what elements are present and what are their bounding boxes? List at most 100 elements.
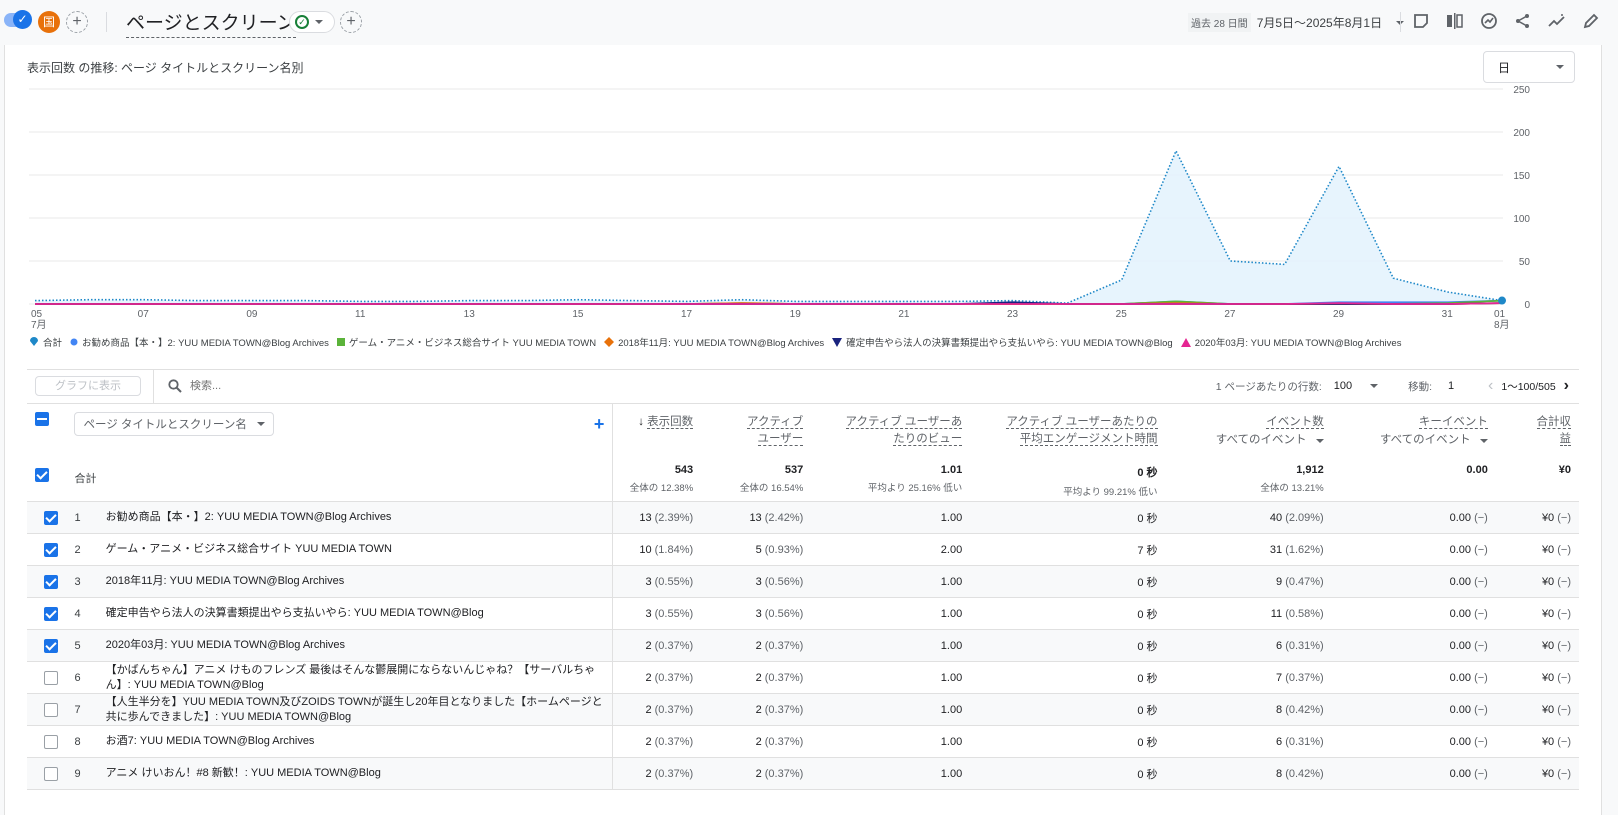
- percent: (−): [1557, 703, 1571, 716]
- table-row[interactable]: 4 確定申告やら法人の決算書類提出やら支払いやら: YUU MEDIA TOWN…: [27, 597, 1579, 630]
- row-checkbox[interactable]: [44, 638, 59, 653]
- search-input[interactable]: [190, 380, 390, 392]
- value: 8: [1276, 767, 1283, 780]
- column-label: 表示回数: [647, 416, 694, 429]
- legend-label: ゲーム・アニメ・ビジネス総合サイト YUU MEDIA TOWN: [348, 338, 597, 349]
- table-row[interactable]: 9 アニメ けいおん！#8 新歓！: YUU MEDIA TOWN@Blog 2…: [27, 757, 1579, 790]
- value: 3: [755, 607, 762, 620]
- legend-item: 2020年03月: YUU MEDIA TOWN@Blog Archives: [1180, 335, 1401, 349]
- column-header-engagement-time[interactable]: アクティブ ユーザーあたりの 平均エンゲージメント時間: [970, 404, 1165, 456]
- value: 0.00: [1449, 671, 1472, 684]
- row-checkbox[interactable]: [44, 574, 59, 589]
- share-icon[interactable]: [1512, 10, 1534, 32]
- date-range-picker[interactable]: 過去 28 日間 7月5日～2025年8月1日: [1188, 13, 1405, 32]
- add-filter-button[interactable]: +: [340, 11, 362, 33]
- total-views-per-user: 1.01: [940, 463, 963, 476]
- total-active-users-share: 全体の 16.54%: [739, 482, 804, 494]
- row-index: 6: [74, 671, 81, 684]
- x-tick-label: 07: [138, 309, 150, 320]
- table-row[interactable]: 6 【かばんちゃん】アニメ けものフレンズ 最後はそんな鬱展開にならないんじゃね…: [27, 661, 1579, 694]
- column-header-total-revenue[interactable]: 合計収 益: [1496, 404, 1579, 456]
- event-count-cell: 9 (0.47%): [1166, 566, 1332, 598]
- row-checkbox[interactable]: [44, 606, 59, 621]
- line-chart[interactable]: 0 50 100 150 200 250 05 07 09 11 13 15 17 19 21 23 25 27…: [5, 85, 1603, 335]
- event-filter-select[interactable]: すべてのイベント: [1215, 434, 1307, 446]
- plot-rows-button[interactable]: グラフに表示: [35, 376, 141, 396]
- granularity-select[interactable]: 日: [1483, 51, 1575, 83]
- data-table: ページ タイトルとスクリーン名 + ↓ 表示回数 アクティブ ユーザー アクティ…: [27, 403, 1579, 790]
- dimension-select[interactable]: ページ タイトルとスクリーン名: [74, 412, 274, 436]
- table-row[interactable]: 5 2020年03月: YUU MEDIA TOWN@Blog Archives…: [27, 629, 1579, 662]
- page-title-cell[interactable]: お酒7: YUU MEDIA TOWN@Blog Archives: [105, 735, 315, 747]
- report-status-dropdown[interactable]: ✓: [289, 11, 335, 33]
- table-row[interactable]: 2 ゲーム・アニメ・ビジネス総合サイト YUU MEDIA TOWN 10 (1…: [27, 533, 1579, 566]
- table-row[interactable]: 8 お酒7: YUU MEDIA TOWN@Blog Archives 2 (0…: [27, 725, 1579, 758]
- percent: (0.37%): [764, 703, 804, 716]
- legend-item: ゲーム・アニメ・ビジネス総合サイト YUU MEDIA TOWN: [336, 335, 597, 349]
- segment-badge[interactable]: 国: [38, 11, 60, 33]
- plot-area: [34, 148, 1506, 305]
- event-count-cell: 31 (1.62%): [1166, 534, 1332, 566]
- column-header-key-events[interactable]: キーイベント すべてのイベント: [1332, 404, 1496, 456]
- rows-per-page-select[interactable]: 100: [1334, 380, 1379, 392]
- row-checkbox[interactable]: [44, 510, 59, 525]
- key-events-cell: 0.00 (−): [1332, 726, 1496, 758]
- column-header-active-users[interactable]: アクティブ ユーザー: [701, 404, 811, 456]
- add-dimension-button[interactable]: +: [593, 413, 605, 434]
- percent: (0.37%): [764, 735, 804, 748]
- page-title-cell[interactable]: 2018年11月: YUU MEDIA TOWN@Blog Archives: [105, 575, 345, 587]
- x-tick-label: 05: [31, 309, 43, 320]
- prev-page-icon[interactable]: ‹: [1488, 377, 1494, 394]
- row-checkbox[interactable]: [44, 734, 59, 749]
- percent: (0.56%): [764, 607, 804, 620]
- page-title-cell[interactable]: アニメ けいおん！#8 新歓！: YUU MEDIA TOWN@Blog: [105, 767, 381, 779]
- page-title-cell[interactable]: 確定申告やら法人の決算書類提出やら支払いやら: YUU MEDIA TOWN@B…: [105, 607, 484, 619]
- value: ¥0: [1541, 639, 1555, 652]
- column-header-event-count[interactable]: イベント数 すべてのイベント: [1166, 404, 1332, 456]
- table-row[interactable]: 3 2018年11月: YUU MEDIA TOWN@Blog Archives…: [27, 565, 1579, 598]
- value: 0.00: [1449, 543, 1472, 556]
- report-title[interactable]: ページとスクリーン: [126, 8, 296, 38]
- report-toolbar: [1410, 10, 1602, 32]
- value: 0.00: [1449, 767, 1472, 780]
- value: 40: [1269, 511, 1283, 524]
- search-box[interactable]: [153, 369, 390, 403]
- table-row[interactable]: 7 【人生半分を】YUU MEDIA TOWN及びZOIDS TOWNが誕生し2…: [27, 693, 1579, 726]
- table-row[interactable]: 1 お勧め商品【本・】2: YUU MEDIA TOWN@Blog Archiv…: [27, 501, 1579, 534]
- add-comparison-button[interactable]: +: [66, 11, 88, 33]
- page-title-cell[interactable]: 【かばんちゃん】アニメ けものフレンズ 最後はそんな鬱展開にならないんじゃね？【…: [105, 663, 596, 691]
- select-all-checkbox[interactable]: [35, 412, 49, 426]
- row-checkbox[interactable]: [44, 670, 59, 685]
- trend-sparkle-icon[interactable]: [1546, 10, 1568, 32]
- column-header-views-per-user[interactable]: アクティブ ユーザーあ たりのビュー: [811, 404, 970, 456]
- row-checkbox[interactable]: [44, 766, 59, 781]
- page-title-cell[interactable]: ゲーム・アニメ・ビジネス総合サイト YUU MEDIA TOWN: [105, 543, 392, 555]
- row-checkbox[interactable]: [44, 702, 59, 717]
- insights-icon[interactable]: [1478, 10, 1500, 32]
- date-range-text: 7月5日～2025年8月1日: [1256, 16, 1383, 30]
- row-index: 2: [74, 543, 81, 556]
- x-tick-label: 21: [898, 309, 910, 320]
- x-tick-label: 17: [681, 309, 693, 320]
- edit-icon[interactable]: [1580, 10, 1602, 32]
- percent: (−): [1557, 639, 1571, 652]
- comparison-toggle[interactable]: ✓: [4, 10, 32, 29]
- column-header-views[interactable]: ↓ 表示回数: [612, 403, 702, 456]
- percent: (−): [1557, 735, 1571, 748]
- row-index: 9: [74, 767, 81, 780]
- totals-checkbox[interactable]: [35, 467, 49, 482]
- value: 2: [645, 671, 652, 684]
- compare-icon[interactable]: [1444, 10, 1466, 32]
- row-index: 5: [74, 639, 81, 652]
- page-title-cell[interactable]: お勧め商品【本・】2: YUU MEDIA TOWN@Blog Archives: [105, 511, 392, 523]
- key-event-filter-select[interactable]: すべてのイベント: [1379, 434, 1471, 446]
- annotation-icon[interactable]: [1410, 10, 1432, 32]
- value: 13: [749, 511, 762, 524]
- page-title-cell[interactable]: 【人生半分を】YUU MEDIA TOWN及びZOIDS TOWNが誕生し20年…: [105, 695, 603, 723]
- next-page-icon[interactable]: ›: [1563, 377, 1569, 394]
- row-checkbox[interactable]: [44, 542, 59, 557]
- page-title-cell[interactable]: 2020年03月: YUU MEDIA TOWN@Blog Archives: [105, 639, 346, 651]
- legend-label: 確定申告やら法人の決算書類提出やら支払いやら: YUU MEDIA TOWN@B…: [846, 338, 1173, 349]
- goto-page-input[interactable]: 1: [1448, 380, 1455, 392]
- value: 2: [645, 639, 652, 652]
